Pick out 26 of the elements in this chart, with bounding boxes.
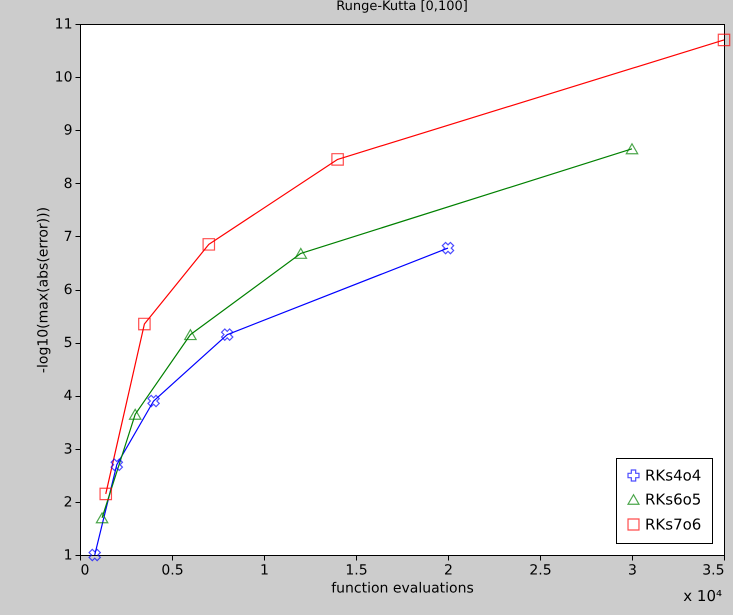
legend-label: RKs6o5 xyxy=(645,490,702,508)
legend-label: RKs7o6 xyxy=(645,516,702,534)
y-tick-label: 5 xyxy=(64,335,72,352)
legend-label: RKs4o4 xyxy=(645,466,702,484)
x-axis-title: function evaluations xyxy=(331,580,474,596)
x-tick-label: 3.5 xyxy=(702,562,724,578)
y-tick-label: 11 xyxy=(54,16,72,32)
y-tick-label: 3 xyxy=(64,441,72,458)
x-tick-label: 1.5 xyxy=(345,562,368,578)
y-tick-label: 6 xyxy=(64,282,73,298)
x-tick-label: 0 xyxy=(80,562,90,578)
x-tick-label: 2.5 xyxy=(529,562,552,578)
chart-title: Runge-Kutta [0,100] xyxy=(336,0,468,14)
y-axis-title: -log10(max(abs(error))) xyxy=(36,206,52,374)
text: x 10⁴ xyxy=(683,587,722,605)
x-tick-label: 1 xyxy=(260,562,269,578)
y-tick-label: 4 xyxy=(64,388,73,404)
x-tick-label: 0.5 xyxy=(161,562,184,578)
x-tick-label: 2 xyxy=(444,562,453,578)
y-tick-label: 7 xyxy=(64,228,72,245)
y-tick-label: 8 xyxy=(64,176,72,192)
y-tick-label: 10 xyxy=(54,70,72,86)
y-tick-label: 1 xyxy=(64,548,72,564)
x-tick-label: 3 xyxy=(628,562,637,578)
y-tick-label: 2 xyxy=(64,494,72,510)
y-tick-label: 9 xyxy=(64,122,72,139)
